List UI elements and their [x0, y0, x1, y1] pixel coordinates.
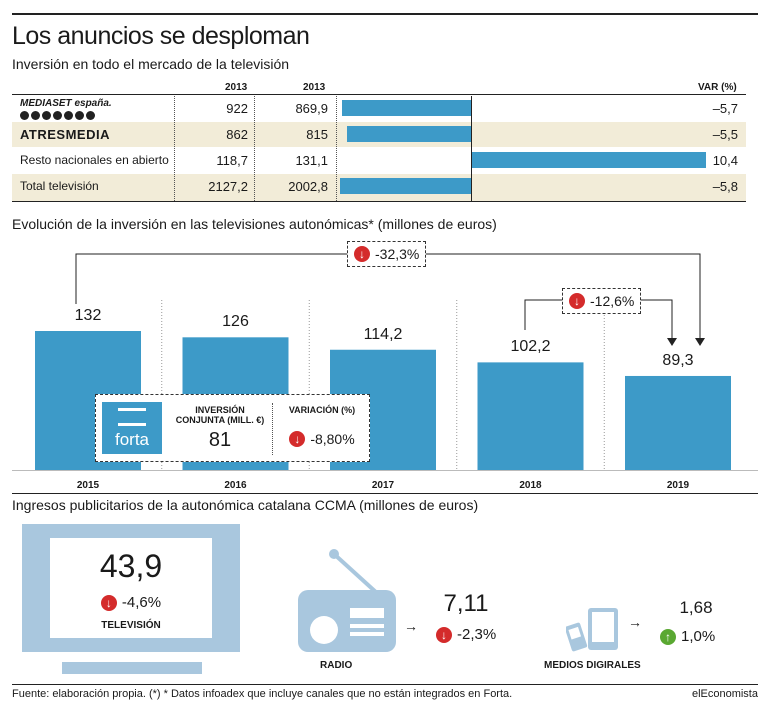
x-tick-2019: 2019	[666, 480, 690, 491]
recent-change-value: -12,6%	[590, 293, 635, 309]
forta-col2-label: VARIACIÓN (%)	[288, 405, 356, 415]
forta-col1-value: 81	[208, 429, 232, 451]
tv-change-value: -4,6%	[121, 594, 162, 611]
footer-rule	[12, 684, 758, 685]
table-row-mediaset: MEDIASET españa. 922 869,9 –5,7	[12, 96, 746, 121]
forta-col1-label: INVERSIÓN CONJUNTA (MILL. €)	[175, 405, 265, 425]
col2-header: 2013	[303, 82, 326, 93]
radio-change-value: -2,3%	[457, 626, 497, 643]
table-row-total: Total televisión 2127,2 2002,8 –5,8	[12, 174, 746, 201]
x-tick-2017: 2017	[371, 480, 395, 491]
forta-sep	[272, 403, 273, 455]
resto-label: Resto nacionales en abierto	[20, 153, 169, 167]
down-arrow-icon: ↓	[289, 431, 306, 447]
digital-change-value: 1,0%	[681, 628, 716, 645]
down-arrow-icon: ↓	[100, 594, 117, 611]
top-rule	[12, 13, 758, 15]
tv-change: ↓ -4,6%	[50, 594, 212, 611]
recent-change-badge: ↓ -12,6%	[562, 288, 642, 314]
radio-change: ↓ -2,3%	[436, 626, 496, 643]
bar-2019	[625, 375, 731, 470]
resto-val-a: 118,7	[216, 153, 248, 168]
var-bar-0	[342, 100, 471, 116]
radio-arrow-icon: →	[404, 618, 418, 634]
down-arrow-icon: ↓	[436, 626, 452, 643]
atresmedia-val-b: 815	[306, 127, 328, 142]
atresmedia-val-a: 862	[226, 127, 248, 142]
bar-value-2018: 102,2	[510, 338, 551, 356]
tv-stand	[62, 662, 202, 674]
up-arrow-icon: ↑	[660, 628, 676, 645]
brand-label: elEconomista	[691, 688, 758, 700]
forta-variation: -8,80%	[310, 431, 355, 447]
bar-2018	[477, 362, 584, 470]
mobile-devices-icon	[566, 608, 618, 652]
autonomicas-title: Evolución de la inversión en las televis…	[12, 216, 497, 232]
bar-value-2019: 89,3	[662, 351, 694, 369]
recent-change-arrowhead	[667, 338, 677, 346]
total-change-arrowhead	[695, 338, 705, 346]
atresmedia-logo: ATRESMEDIA	[20, 127, 110, 142]
resto-val-b: 131,1	[295, 153, 328, 168]
forta-logo: forta	[102, 402, 162, 454]
table-row-atresmedia: ATRESMEDIA 862 815 –5,5	[12, 122, 746, 147]
section-rule-2	[12, 493, 758, 494]
forta-col2-value: ↓ -8,80%	[278, 431, 366, 447]
ccma-title: Ingresos publicitarios de la autonómica …	[12, 497, 479, 513]
digital-value: 1,68	[679, 598, 713, 617]
forta-box: forta INVERSIÓN CONJUNTA (MILL. €) 81 VA…	[95, 394, 370, 462]
tv-icon: 43,9 ↓ -4,6% TELEVISIÓN	[22, 524, 240, 652]
var-bar-2	[471, 152, 707, 168]
digital-change: ↑ 1,0%	[660, 628, 715, 645]
page-subtitle: Inversión en todo el mercado de la telev…	[12, 56, 290, 72]
table-bottom-rule	[12, 201, 746, 202]
atresmedia-var: –5,5	[712, 127, 738, 142]
down-arrow-icon: ↓	[354, 246, 370, 262]
total-val-b: 2002,8	[288, 179, 328, 194]
var-bar-1	[346, 126, 471, 142]
x-tick-2016: 2016	[224, 480, 247, 491]
total-var: –5,8	[712, 179, 738, 194]
mediaset-val-b: 869,9	[295, 101, 328, 116]
bar-value-2017: 114,2	[363, 325, 403, 343]
digital-label: MEDIOS DIGIRALES	[544, 660, 641, 671]
table-header-rule	[12, 94, 746, 95]
var-bar-3	[339, 178, 471, 194]
radio-icon	[298, 549, 396, 652]
footer-source: Fuente: elaboración propia. (*) * Datos …	[12, 688, 513, 700]
table-sep-3	[336, 96, 337, 201]
table-sep-2	[254, 96, 255, 201]
var-header: VAR (%)	[698, 82, 737, 93]
tv-label: TELEVISIÓN	[101, 620, 161, 631]
total-change-badge: ↓ -32,3%	[347, 241, 427, 267]
radio-label: RADIO	[320, 660, 353, 671]
forta-emblem-icon	[118, 408, 146, 426]
forta-logo-text: forta	[114, 430, 150, 449]
digital-arrow-icon: →	[628, 614, 642, 630]
total-label: Total televisión	[20, 179, 99, 193]
col1-header: 2013	[225, 82, 248, 93]
resto-var: 10,4	[712, 153, 738, 168]
x-tick-2015: 2015	[76, 480, 100, 491]
radio-value: 7,11	[443, 590, 489, 617]
total-change-value: -32,3%	[375, 246, 420, 262]
chart-baseline	[12, 470, 758, 471]
mediaset-var: –5,7	[712, 101, 738, 116]
tv-screen: 43,9 ↓ -4,6% TELEVISIÓN	[50, 538, 212, 638]
x-tick-2018: 2018	[519, 480, 542, 491]
bar-value-2016: 126	[222, 313, 249, 331]
table-sep-1	[174, 96, 175, 201]
table-row-resto: Resto nacionales en abierto 118,7 131,1 …	[12, 148, 746, 173]
bar-value-2015: 132	[74, 307, 102, 324]
mediaset-val-a: 922	[226, 101, 248, 116]
mediaset-logo: MEDIASET españa.	[20, 98, 112, 120]
tv-value: 43,9	[99, 548, 163, 584]
table-zero-axis	[471, 96, 472, 201]
down-arrow-icon: ↓	[569, 293, 585, 309]
page-title: Los anuncios se desploman	[12, 22, 310, 50]
total-val-a: 2127,2	[208, 179, 248, 194]
